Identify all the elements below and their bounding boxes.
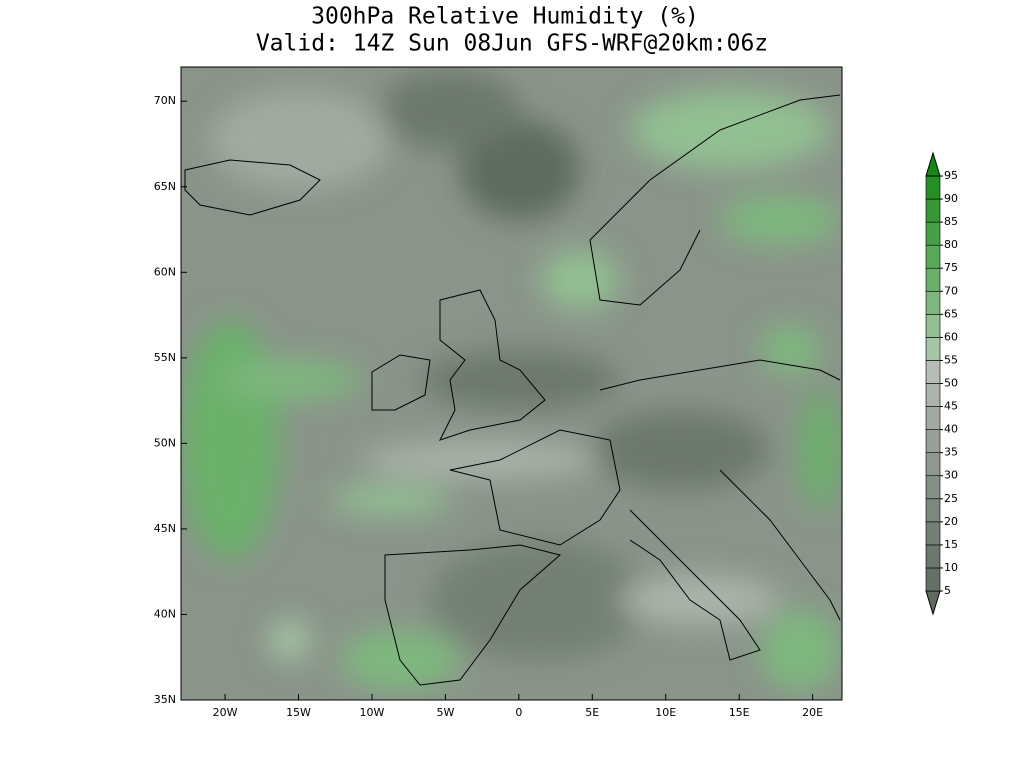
y-tick-label: 70N — [154, 94, 176, 107]
map-frame — [180, 66, 843, 701]
x-tick-label: 15E — [729, 706, 750, 719]
colorbar-label: 90 — [944, 192, 958, 205]
y-tick-label: 60N — [154, 265, 176, 278]
colorbar-label: 80 — [944, 238, 958, 251]
x-tick-label: 10E — [655, 706, 676, 719]
colorbar-box — [925, 360, 941, 384]
colorbar-label: 95 — [944, 169, 958, 182]
colorbar-box — [925, 498, 941, 523]
colorbar-label: 20 — [944, 515, 958, 528]
x-tick-label: 20E — [802, 706, 823, 719]
colorbar-label: 60 — [944, 330, 958, 343]
colorbar-label: 85 — [944, 215, 958, 228]
title: 300hPa Relative Humidity (%) — [311, 4, 699, 30]
colorbar-end — [925, 151, 941, 177]
x-tick-label: 5E — [585, 706, 599, 719]
colorbar-box — [925, 314, 941, 338]
colorbar-label: 70 — [944, 284, 958, 297]
subtitle: Valid: 14Z Sun 08Jun GFS-WRF@20km:06z — [256, 31, 768, 57]
colorbar-box — [925, 383, 941, 407]
y-tick-label: 55N — [154, 351, 176, 364]
colorbar-box — [925, 567, 941, 592]
colorbar-box — [925, 337, 941, 361]
colorbar-box — [925, 198, 941, 223]
colorbar-box — [925, 452, 941, 477]
colorbar-label: 75 — [944, 261, 958, 274]
colorbar-label: 10 — [944, 561, 958, 574]
colorbar-box — [925, 406, 941, 430]
colorbar-label: 40 — [944, 423, 958, 436]
y-tick-label: 65N — [154, 180, 176, 193]
colorbar-label: 35 — [944, 446, 958, 459]
colorbar-box — [925, 221, 941, 246]
colorbar-box — [925, 290, 941, 315]
colorbar-label: 55 — [944, 353, 958, 366]
y-tick-label: 35N — [154, 693, 176, 706]
y-tick-label: 40N — [154, 607, 176, 620]
colorbar-box — [925, 521, 941, 546]
y-tick-label: 50N — [154, 436, 176, 449]
colorbar-box — [925, 544, 941, 569]
colorbar-label: 65 — [944, 307, 958, 320]
colorbar-label: 45 — [944, 400, 958, 413]
colorbar-label: 25 — [944, 492, 958, 505]
colorbar-box — [925, 267, 941, 292]
x-tick-label: 0 — [515, 706, 522, 719]
colorbar-box — [925, 475, 941, 500]
colorbar-label: 5 — [944, 584, 951, 597]
colorbar-label: 15 — [944, 538, 958, 551]
x-tick-label: 20W — [213, 706, 238, 719]
colorbar-box — [925, 429, 941, 453]
colorbar-label: 50 — [944, 377, 958, 390]
x-tick-label: 15W — [286, 706, 311, 719]
x-tick-label: 5W — [436, 706, 454, 719]
x-tick-label: 10W — [360, 706, 385, 719]
colorbar-label: 30 — [944, 469, 958, 482]
colorbar-end — [925, 590, 941, 616]
humidity-field — [181, 67, 842, 700]
colorbar-box — [925, 244, 941, 269]
colorbar-box — [925, 175, 941, 200]
y-tick-label: 45N — [154, 522, 176, 535]
